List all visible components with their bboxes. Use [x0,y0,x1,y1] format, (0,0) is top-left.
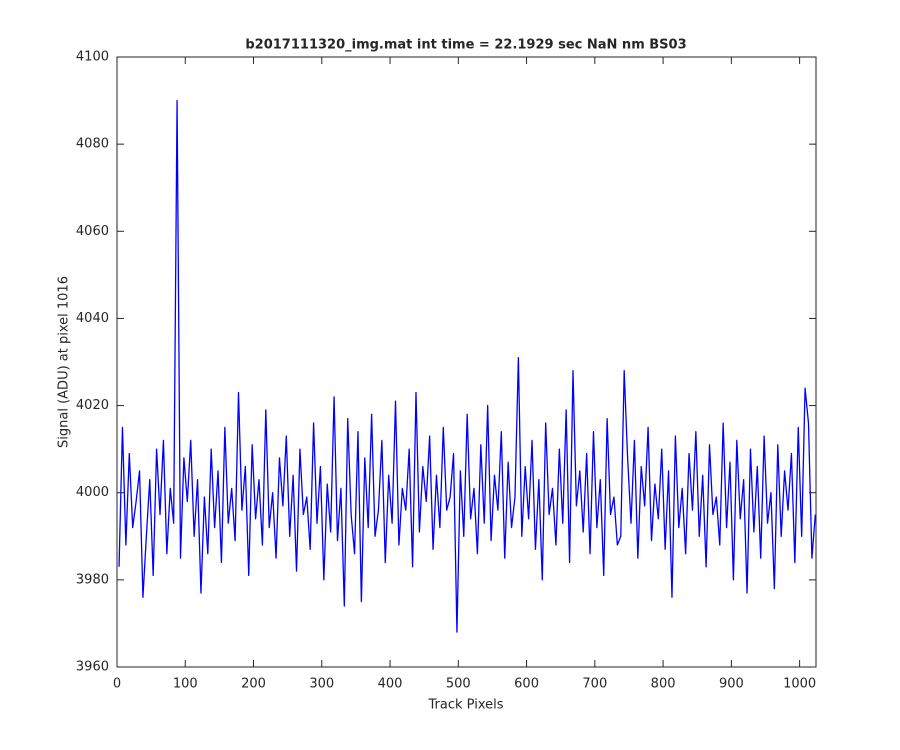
x-tick-label: 300 [309,677,334,692]
x-tick-label: 700 [582,677,607,692]
plot-frame [116,56,817,668]
x-axis-label: Track Pixels [428,698,504,713]
y-tick-label: 4080 [76,137,109,152]
y-tick-label: 4060 [76,224,109,239]
y-tick-label: 4000 [76,485,109,500]
x-tick-label: 900 [719,677,744,692]
y-tick-label: 3960 [76,660,109,675]
y-tick-label: 4040 [76,311,109,326]
x-tick-label: 500 [446,677,471,692]
y-tick-label: 4100 [76,50,109,65]
y-tick-label: 4020 [76,398,109,413]
y-tick-label: 3980 [76,572,109,587]
x-tick-label: 600 [514,677,539,692]
x-tick-label: 400 [378,677,403,692]
x-tick-label: 1000 [783,677,816,692]
x-tick-label: 100 [173,677,198,692]
chart-title: b2017111320_img.mat int time = 22.1929 s… [245,38,686,53]
x-tick-label: 800 [651,677,676,692]
y-axis-label: Signal (ADU) at pixel 1016 [57,276,72,448]
x-tick-label: 0 [113,677,121,692]
data-line [118,99,816,633]
x-tick-label: 200 [241,677,266,692]
